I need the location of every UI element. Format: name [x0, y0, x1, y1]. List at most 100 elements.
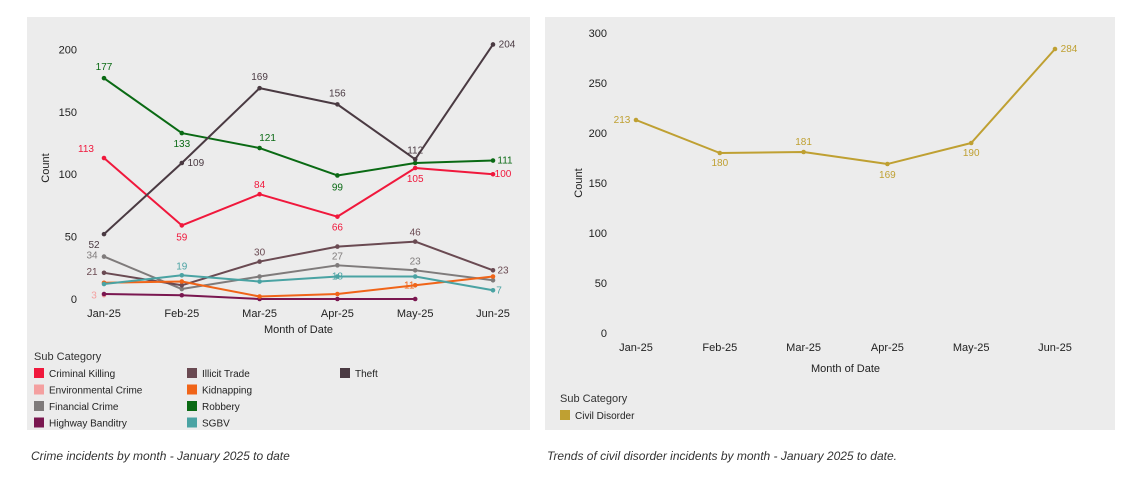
- data-label-criminal-killing: 100: [495, 169, 512, 180]
- data-label-robbery: 177: [96, 62, 113, 73]
- data-label-civil-disorder: 213: [614, 115, 631, 126]
- data-label-criminal-killing: 105: [407, 174, 424, 185]
- data-point-highway-banditry: [412, 296, 418, 302]
- data-point-civil-disorder: [633, 117, 639, 123]
- legend-swatch-sgbv: [187, 417, 197, 428]
- data-label-sgbv: 7: [496, 285, 502, 296]
- y-tick-label: 250: [589, 78, 607, 90]
- data-label-illicit-trade: 21: [86, 267, 98, 278]
- data-label-robbery: 121: [259, 133, 276, 144]
- legend-swatch-illicit-trade: [187, 368, 197, 378]
- y-tick-label: 0: [601, 328, 607, 340]
- data-label-civil-disorder: 284: [1061, 44, 1078, 55]
- data-point-robbery: [490, 158, 496, 163]
- civil-disorder-chart-panel: 0 50 100 150 200 250 300 Jan-25 Feb-25 Mar-25 Apr-…: [545, 17, 1115, 430]
- x-tick-label: Jun-25: [476, 308, 510, 320]
- legend-label-criminal-killing: Criminal Killing: [49, 369, 115, 380]
- legend-title: Sub Category: [34, 351, 102, 363]
- data-point-sgbv: [490, 287, 496, 293]
- data-point-theft: [412, 156, 418, 162]
- data-label-civil-disorder: 169: [879, 170, 896, 181]
- data-label-financial-crime: 27: [332, 251, 344, 262]
- data-label-theft: 169: [251, 72, 268, 83]
- data-label-theft: 204: [499, 39, 516, 50]
- data-point-theft: [490, 42, 496, 47]
- data-point-kidnapping: [335, 291, 340, 297]
- data-point-sgbv: [179, 272, 185, 278]
- y-tick-label: 100: [59, 169, 77, 181]
- series-line-illicit-trade: [103, 240, 494, 287]
- data-point-theft: [335, 102, 340, 107]
- x-axis-title: Month of Date: [811, 363, 880, 375]
- data-point-criminal-killing: [335, 214, 340, 219]
- legend-title: Sub Category: [560, 393, 628, 405]
- data-label-theft: 112: [407, 145, 423, 156]
- crime-line-chart: 0 50 100 150 200 Jan-25 Feb-25 Mar-25 Apr-25 May-…: [34, 39, 516, 430]
- data-label-theft: 156: [329, 88, 346, 99]
- legend-swatch-criminal-killing: [34, 368, 44, 378]
- legend-swatch-robbery: [187, 401, 197, 411]
- y-tick-label: 200: [589, 128, 607, 140]
- y-tick-label: 200: [59, 44, 77, 56]
- legend-label-theft: Theft: [355, 369, 378, 380]
- data-label-theft: 52: [88, 240, 100, 251]
- y-tick-label: 300: [589, 28, 607, 40]
- data-point-robbery: [179, 130, 185, 136]
- data-point-illicit-trade: [101, 270, 107, 276]
- data-point-illicit-trade: [490, 268, 496, 273]
- data-point-criminal-killing: [412, 165, 418, 171]
- data-label-theft: 109: [187, 158, 204, 169]
- data-label-illicit-trade: 46: [410, 228, 422, 239]
- data-point-criminal-killing: [490, 171, 496, 177]
- data-label-illicit-trade: 23: [497, 265, 509, 276]
- x-axis-title: Month of Date: [264, 324, 333, 336]
- data-label-robbery: 99: [332, 182, 344, 193]
- series-line-kidnapping: [103, 275, 494, 298]
- x-tick-label: Jun-25: [1038, 342, 1072, 354]
- data-point-civil-disorder: [717, 150, 723, 156]
- civil-disorder-line-chart: 0 50 100 150 200 250 300 Jan-25 Feb-25 Mar-25 Apr-…: [560, 28, 1078, 422]
- data-label-civil-disorder: 181: [795, 137, 812, 148]
- y-tick-label: 50: [595, 278, 607, 290]
- data-point-illicit-trade: [257, 259, 262, 264]
- data-point-illicit-trade: [412, 239, 418, 244]
- x-tick-label: Mar-25: [242, 308, 277, 320]
- data-point-kidnapping: [490, 274, 496, 279]
- x-tick-label: May-25: [953, 342, 990, 354]
- x-tick-label: Apr-25: [871, 342, 904, 354]
- legend-swatch-environmental-crime: [34, 384, 44, 395]
- data-label-financial-crime: 23: [410, 256, 422, 267]
- x-tick-label: Mar-25: [786, 342, 821, 354]
- data-label-robbery: 133: [173, 139, 190, 150]
- data-point-sgbv: [257, 279, 262, 284]
- data-point-criminal-killing: [101, 155, 107, 161]
- data-point-kidnapping: [179, 279, 185, 284]
- series-line-sgbv: [103, 274, 494, 292]
- data-point-illicit-trade: [179, 282, 185, 288]
- series-line-theft: [103, 43, 494, 235]
- crime-chart-caption: Crime incidents by month - January 2025 …: [31, 449, 290, 463]
- data-label-civil-disorder: 190: [963, 148, 980, 159]
- y-tick-label: 50: [65, 232, 77, 244]
- data-label-financial-crime: 34: [86, 251, 98, 262]
- data-point-highway-banditry: [101, 291, 107, 297]
- data-point-robbery: [257, 145, 262, 151]
- legend-label-financial-crime: Financial Crime: [49, 402, 119, 413]
- data-point-civil-disorder: [968, 140, 974, 146]
- data-point-robbery: [335, 173, 340, 178]
- y-axis-title: Count: [573, 168, 585, 197]
- data-label-criminal-killing: 84: [254, 180, 266, 191]
- data-label-criminal-killing: 66: [332, 223, 344, 234]
- legend-swatch-theft: [340, 368, 350, 378]
- data-label-criminal-killing: 59: [176, 232, 188, 243]
- data-point-robbery: [101, 75, 107, 81]
- x-tick-label: Feb-25: [702, 342, 737, 354]
- x-tick-label: May-25: [397, 308, 434, 320]
- data-point-highway-banditry: [179, 292, 185, 298]
- data-point-civil-disorder: [885, 161, 890, 167]
- crime-chart-panel: 0 50 100 150 200 Jan-25 Feb-25 Mar-25 Apr-25 May-…: [27, 17, 530, 430]
- data-point-civil-disorder: [801, 149, 806, 155]
- legend-swatch-civil-disorder: [560, 410, 570, 420]
- data-point-civil-disorder: [1052, 46, 1058, 52]
- data-label-sgbv: 18: [332, 272, 344, 283]
